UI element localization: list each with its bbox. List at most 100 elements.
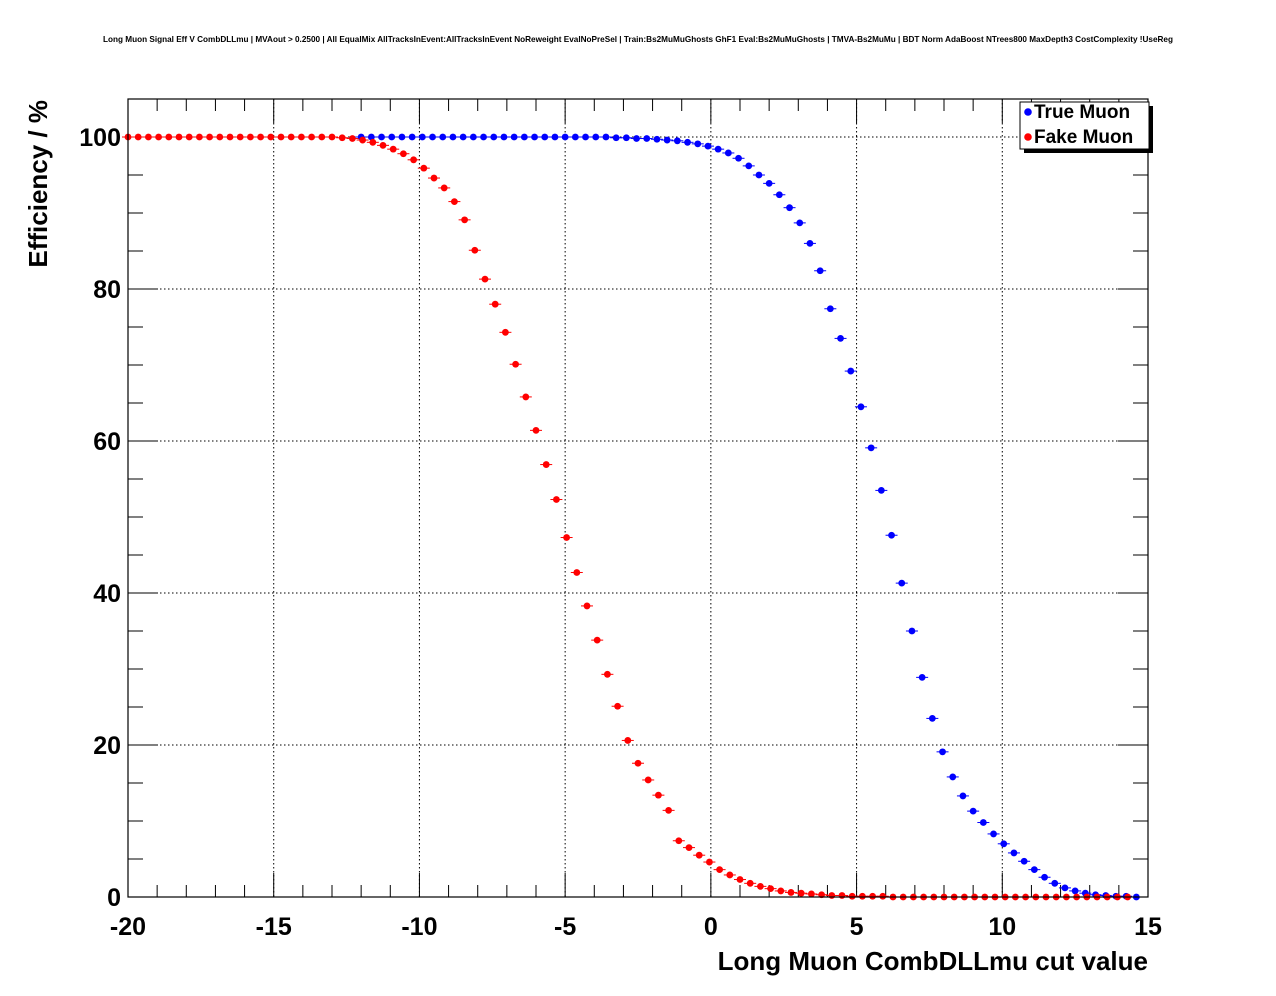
data-point [236, 133, 244, 141]
data-point [430, 174, 438, 182]
data-point [226, 133, 234, 141]
data-point [828, 892, 836, 899]
data-point [675, 837, 683, 845]
data-point [622, 134, 630, 142]
data-point [959, 792, 967, 800]
data-point [694, 140, 702, 148]
data-point [888, 531, 895, 539]
data-point [459, 133, 467, 141]
data-point [643, 135, 651, 142]
data-point [439, 133, 447, 141]
data-point [837, 335, 844, 342]
data-point [461, 216, 468, 224]
data-point [767, 885, 774, 893]
data-point [826, 305, 834, 313]
data-point [949, 773, 957, 781]
data-point [602, 133, 610, 141]
y-tick-label: 100 [79, 124, 121, 152]
data-point [287, 133, 295, 141]
x-tick-label: -20 [110, 913, 146, 941]
data-point [471, 246, 479, 254]
data-point [633, 135, 640, 142]
data-point [522, 393, 530, 401]
data-point [746, 879, 754, 887]
data-point [531, 133, 538, 141]
data-point [379, 141, 387, 149]
data-point [408, 133, 416, 141]
data-point [502, 328, 509, 336]
legend-marker [1024, 133, 1032, 141]
data-point [512, 360, 519, 368]
data-point [491, 300, 499, 308]
data-point [582, 133, 589, 141]
data-point [510, 133, 518, 141]
data-point [787, 889, 795, 896]
data-point [775, 191, 783, 199]
data-point [877, 487, 885, 494]
data-point [389, 145, 397, 153]
series-0 [355, 133, 1143, 901]
data-point [583, 602, 591, 610]
legend-box [1019, 101, 1150, 150]
data-point [612, 134, 620, 142]
data-point [735, 154, 742, 162]
data-point [653, 135, 661, 143]
data-point [979, 819, 987, 826]
data-point [542, 461, 550, 468]
data-point [614, 702, 621, 710]
data-point [145, 133, 152, 141]
data-point [726, 871, 734, 879]
data-point [847, 367, 855, 375]
data-point [663, 136, 671, 144]
data-point [684, 138, 691, 146]
data-point [714, 145, 722, 153]
data-point [367, 133, 375, 141]
data-point [308, 133, 315, 141]
data-point [908, 627, 916, 635]
plot-area [128, 99, 1148, 897]
data-point [500, 133, 508, 141]
data-point [359, 136, 366, 144]
data-point [1000, 840, 1008, 848]
data-point [420, 164, 428, 172]
x-tick-label: 10 [988, 913, 1016, 941]
data-point [349, 135, 356, 142]
data-point [765, 179, 773, 187]
data-point [797, 889, 805, 897]
data-point [175, 133, 183, 141]
data-point [155, 133, 163, 141]
y-tick-label: 0 [107, 884, 121, 912]
y-tick-label: 60 [93, 428, 121, 456]
data-point [706, 858, 713, 866]
data-point [398, 133, 406, 141]
data-point [655, 791, 662, 799]
data-point [1071, 887, 1079, 895]
data-point [532, 426, 540, 434]
data-point [1051, 879, 1059, 887]
plot-background [128, 99, 1148, 897]
data-point [410, 156, 417, 164]
data-point [216, 133, 224, 141]
data-point [665, 806, 672, 814]
data-point [879, 892, 887, 900]
data-point [206, 133, 214, 141]
data-point [685, 844, 693, 851]
x-tick-label: -15 [256, 913, 292, 941]
data-point [716, 866, 723, 874]
data-point [267, 133, 275, 141]
data-point [745, 162, 753, 170]
legend-label: Fake Muon [1034, 127, 1133, 148]
data-point [816, 267, 824, 275]
x-tick-labels: -20 -15 -10 -5 0 5 10 15 [110, 913, 1162, 941]
data-point [755, 171, 763, 179]
data-point [563, 534, 570, 541]
data-point [838, 892, 846, 899]
data-point [604, 670, 611, 678]
chart-title: Long Muon Signal Eff V CombDLLmu | MVAou… [103, 35, 1173, 44]
data-series [122, 133, 1143, 901]
data-point [592, 133, 600, 141]
x-axis-title: Long Muon CombDLLmu cut value [718, 946, 1148, 976]
data-point [490, 133, 498, 141]
data-point [939, 748, 946, 756]
data-point [1041, 873, 1048, 881]
